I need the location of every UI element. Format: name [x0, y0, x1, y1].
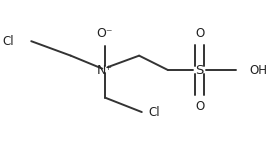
Text: Cl: Cl — [2, 35, 14, 48]
Text: N⁺: N⁺ — [97, 64, 113, 77]
Text: O: O — [195, 100, 204, 113]
Text: Cl: Cl — [148, 106, 160, 119]
Text: O: O — [195, 27, 204, 40]
Text: O⁻: O⁻ — [97, 27, 113, 40]
Text: OH: OH — [250, 64, 268, 77]
Text: S: S — [196, 64, 204, 77]
